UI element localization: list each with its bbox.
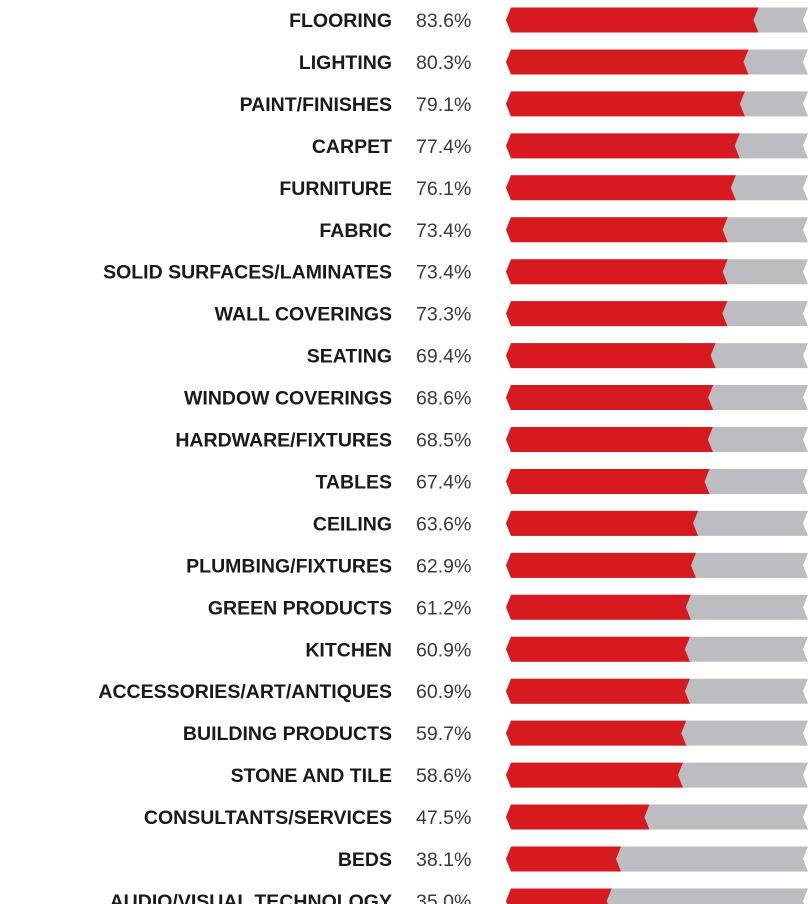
category-label: PLUMBING/FIXTURES	[186, 555, 392, 577]
value-label: 73.4%	[416, 262, 471, 284]
bar-value	[506, 510, 699, 536]
bar-value	[506, 259, 728, 285]
category-label: LIGHTING	[299, 52, 392, 74]
bar-row: LIGHTING 80.3%	[299, 49, 808, 75]
value-label: 79.1%	[416, 94, 471, 116]
bar-row: GREEN PRODUCTS 61.2%	[208, 594, 808, 620]
bar-value	[506, 678, 690, 704]
bar-row: KITCHEN 60.9%	[305, 636, 808, 662]
value-label: 61.2%	[416, 597, 471, 619]
value-label: 77.4%	[416, 136, 471, 158]
bar-row: PLUMBING/FIXTURES 62.9%	[186, 552, 808, 578]
bar-row: FLOORING 83.6%	[289, 7, 808, 33]
bar-row: FURNITURE 76.1%	[279, 175, 808, 201]
bar-row: ACCESSORIES/ART/ANTIQUES 60.9%	[98, 678, 808, 704]
value-label: 60.9%	[416, 681, 471, 703]
category-label: SEATING	[307, 346, 392, 368]
value-label: 47.5%	[416, 807, 471, 829]
value-label: 73.4%	[416, 220, 471, 242]
value-label: 59.7%	[416, 723, 471, 745]
bar-value	[506, 385, 714, 411]
bar-value	[506, 427, 713, 452]
bar-value	[506, 552, 696, 578]
category-label: CONSULTANTS/SERVICES	[144, 807, 392, 829]
category-label: FABRIC	[319, 220, 392, 242]
bar-row: FABRIC 73.4%	[319, 217, 808, 243]
bar-value	[506, 175, 736, 201]
value-label: 63.6%	[416, 513, 471, 535]
bar-row: WALL COVERINGS 73.3%	[215, 301, 808, 327]
value-label: 80.3%	[416, 52, 471, 74]
bar-row: TABLES 67.4%	[315, 468, 808, 494]
bar-value	[506, 343, 716, 369]
category-label: CARPET	[312, 136, 392, 158]
bar-value	[506, 804, 650, 830]
bar-value	[506, 720, 687, 746]
bar-value	[506, 7, 759, 33]
bar-row: BEDS 38.1%	[338, 846, 808, 872]
value-label: 60.9%	[416, 639, 471, 661]
chart-rows: FLOORING 83.6% LIGHTING 80.3% PAINT/FINISHES…	[98, 7, 808, 904]
category-label: FLOORING	[289, 10, 392, 32]
category-label: STONE AND TILE	[231, 765, 392, 787]
category-label: HARDWARE/FIXTURES	[175, 430, 392, 452]
bar-value	[506, 636, 690, 662]
category-label: WINDOW COVERINGS	[184, 388, 392, 410]
category-label: CEILING	[313, 513, 392, 535]
category-label: PAINT/FINISHES	[240, 94, 392, 116]
bar-row: HARDWARE/FIXTURES 68.5%	[175, 427, 808, 452]
bar-value	[506, 888, 612, 904]
value-label: 35.0%	[416, 891, 471, 904]
bar-value	[506, 301, 728, 327]
bar-row: CONSULTANTS/SERVICES 47.5%	[144, 804, 808, 830]
category-label: SOLID SURFACES/LAMINATES	[103, 262, 392, 284]
bar-value	[506, 91, 745, 117]
value-label: 38.1%	[416, 849, 471, 871]
bar-row: PAINT/FINISHES 79.1%	[240, 91, 808, 117]
category-label: BEDS	[338, 849, 392, 871]
bar-value	[506, 133, 740, 159]
bar-value	[506, 846, 622, 872]
value-label: 67.4%	[416, 471, 471, 493]
category-label: ACCESSORIES/ART/ANTIQUES	[98, 681, 392, 703]
bar-value	[506, 594, 691, 620]
value-label: 69.4%	[416, 346, 471, 368]
value-label: 62.9%	[416, 555, 471, 577]
bar-row: AUDIO/VISUAL TECHNOLOGY 35.0%	[110, 888, 808, 904]
value-label: 58.6%	[416, 765, 471, 787]
bar-value	[506, 468, 710, 494]
category-label: KITCHEN	[305, 639, 392, 661]
bar-value	[506, 49, 749, 75]
bar-value	[506, 217, 728, 243]
bar-value	[506, 762, 683, 788]
value-label: 68.5%	[416, 430, 471, 452]
bar-row: WINDOW COVERINGS 68.6%	[184, 385, 808, 411]
bar-row: SEATING 69.4%	[307, 343, 808, 369]
bar-row: CEILING 63.6%	[313, 510, 808, 536]
category-label: FURNITURE	[279, 178, 392, 200]
category-label: WALL COVERINGS	[215, 304, 392, 326]
category-label: TABLES	[315, 471, 392, 493]
category-label: AUDIO/VISUAL TECHNOLOGY	[110, 891, 392, 904]
bar-row: BUILDING PRODUCTS 59.7%	[183, 720, 808, 746]
value-label: 76.1%	[416, 178, 471, 200]
value-label: 83.6%	[416, 10, 471, 32]
bar-row: STONE AND TILE 58.6%	[231, 762, 808, 788]
value-label: 73.3%	[416, 304, 471, 326]
bar-row: SOLID SURFACES/LAMINATES 73.4%	[103, 259, 808, 285]
value-label: 68.6%	[416, 388, 471, 410]
category-label: BUILDING PRODUCTS	[183, 723, 392, 745]
bar-row: CARPET 77.4%	[312, 133, 808, 159]
category-label: GREEN PRODUCTS	[208, 597, 392, 619]
